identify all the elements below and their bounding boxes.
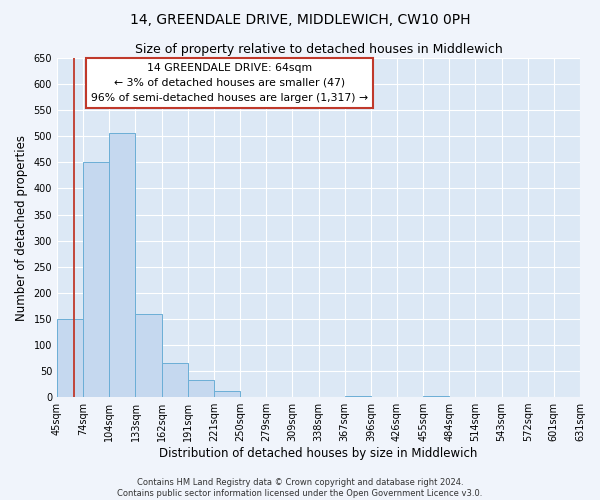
Bar xyxy=(161,363,188,397)
Title: Size of property relative to detached houses in Middlewich: Size of property relative to detached ho… xyxy=(134,42,502,56)
Text: 14, GREENDALE DRIVE, MIDDLEWICH, CW10 0PH: 14, GREENDALE DRIVE, MIDDLEWICH, CW10 0P… xyxy=(130,12,470,26)
Y-axis label: Number of detached properties: Number of detached properties xyxy=(15,134,28,320)
Bar xyxy=(423,396,449,397)
Bar xyxy=(214,391,240,397)
Bar xyxy=(109,132,136,397)
Text: 14 GREENDALE DRIVE: 64sqm
← 3% of detached houses are smaller (47)
96% of semi-d: 14 GREENDALE DRIVE: 64sqm ← 3% of detach… xyxy=(91,63,368,102)
Bar xyxy=(83,162,109,397)
Text: Contains HM Land Registry data © Crown copyright and database right 2024.
Contai: Contains HM Land Registry data © Crown c… xyxy=(118,478,482,498)
Bar xyxy=(57,319,83,397)
Bar xyxy=(188,380,214,397)
Bar xyxy=(344,396,371,397)
Bar xyxy=(136,314,161,397)
X-axis label: Distribution of detached houses by size in Middlewich: Distribution of detached houses by size … xyxy=(160,447,478,460)
